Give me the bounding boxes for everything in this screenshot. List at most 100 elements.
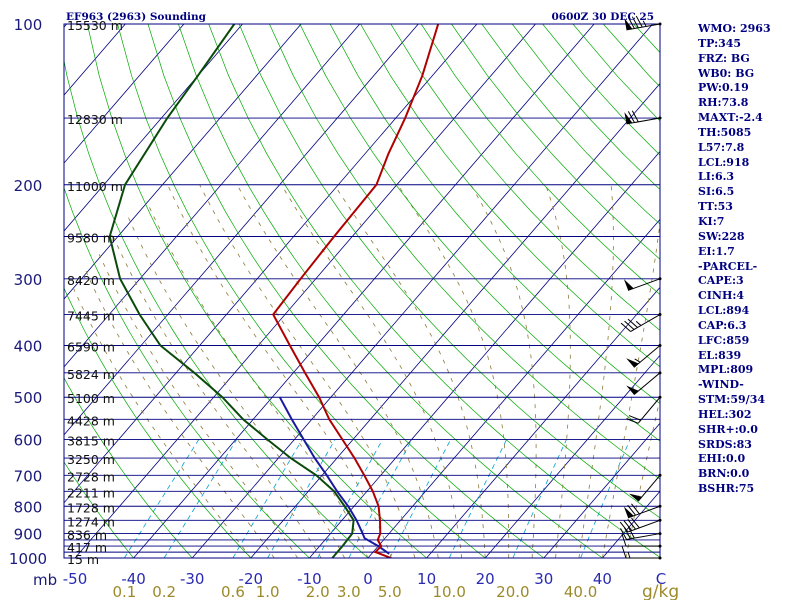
height-label: 9580 m [67,230,115,245]
stat-item: WB0: BG [698,66,755,80]
moist-adiabat-line [602,220,660,558]
temperature-tick-label: 10 [417,570,436,588]
wind-barb [620,526,662,540]
temperature-tick-label: -50 [63,570,88,588]
moist-adiabat-line [72,286,252,558]
stat-item: TH:5085 [698,125,752,139]
isotherm-line [64,24,478,504]
stat-item: BSHR:75 [698,482,755,496]
temperature-tick-label: -30 [180,570,205,588]
height-label: 15530 m [67,18,123,33]
stat-item: SI:6.5 [698,185,735,199]
height-label: 5100 m [67,391,115,406]
stat-item: RH:73.8 [698,96,749,110]
mixing-ratio-line [232,439,303,558]
moist-adiabat-line [236,184,439,558]
temperature-tick-label: C [656,570,666,588]
mixing-ratio-label: 5.0 [378,583,402,600]
height-label: 5824 m [67,367,115,382]
height-label: 12830 m [67,112,123,127]
height-label: 1274 m [67,514,115,529]
stat-item: EHI:0.0 [698,452,746,466]
moist-adiabat-line [167,184,392,558]
stat-item: SRDS:83 [698,437,752,451]
stat-item: WMO: 2963 [698,22,771,35]
pressure-label: 100 [14,16,43,34]
stat-item: CINH:4 [698,289,745,303]
isotherm-line [426,286,660,558]
pressure-unit-label: mb [33,571,57,589]
wind-barb [626,344,662,368]
stat-item: -WIND- [698,378,744,392]
stat-item: LCL:918 [698,155,750,169]
mixing-ratio-line [267,439,336,558]
moist-adiabat-line [470,184,537,558]
height-label: 15 m [67,552,99,567]
wind-barb [623,503,662,519]
isotherm-line [309,150,660,558]
stat-item: LFC:859 [698,333,750,347]
moist-adiabat-line [98,254,299,558]
wind-barb [626,395,662,424]
height-label: 6590 m [67,340,115,355]
stat-item: EI:1.7 [698,244,735,258]
stat-item: CAP:6.3 [698,318,747,332]
stats-panel: WMO: 2963 TP:345 FRZ: BG WB0: BG PW:0.19 RH:7… [698,22,798,497]
pressure-label: 400 [14,338,43,356]
isotherm-line [250,82,660,558]
mixing-ratio-label: 0.1 [112,583,136,600]
pressure-label: 500 [14,389,43,407]
wind-barb [621,533,662,548]
height-label: 7445 m [67,309,115,324]
mixing-ratio-label: 3.0 [337,583,361,600]
stat-item: FRZ: BG [698,51,750,65]
moist-adiabat-line [397,184,510,558]
wind-barb [621,545,662,560]
temperature-tick-label: 40 [593,570,612,588]
temperature-tick-label: -10 [297,570,322,588]
chart-title: EF963 (2963) Sounding [66,11,207,23]
height-label: 3250 m [67,452,115,467]
stat-item: MPL:809 [698,363,754,377]
stat-item: SHR+:0.0 [698,422,758,436]
pressure-label: 300 [14,271,43,289]
moist-adiabat-line [112,236,322,558]
wind-barb [624,15,662,31]
stat-item: CAPE:3 [698,274,744,288]
dewpoint-profile-line [108,24,355,558]
isotherm-line [64,24,361,368]
stat-item: HEL:302 [698,407,752,421]
stat-item: KI:7 [698,214,725,228]
stat-item: PW:0.19 [698,81,749,95]
temperature-tick-label: 0 [363,570,373,588]
height-label: 11000 m [67,179,123,194]
mixing-ratio-label: 20.0 [496,583,529,600]
height-label: 2728 m [67,469,115,484]
height-label: 8420 m [67,273,115,288]
temperature-tick-label: 20 [476,570,495,588]
temperature-tick-label: -40 [121,570,146,588]
temperature-tick-label: 30 [534,570,553,588]
isotherm-line [64,24,419,436]
wind-barb [619,517,662,533]
moist-adiabat-line [199,184,416,558]
isotherm-line [64,24,302,300]
isotherm-line [191,24,654,558]
height-label: 1728 m [67,500,115,515]
parcel-path-line [278,396,390,555]
stat-item: BRN:0.0 [698,467,750,481]
height-label: 836 m [67,528,107,543]
moist-adiabat-line [578,184,614,558]
temperature-profile-line [272,24,440,558]
height-label: 2211 m [67,485,115,500]
isotherm-line [64,24,185,164]
stat-item: LI:6.3 [698,170,735,184]
dry-adiabat-line [147,24,545,558]
isotherm-line [64,24,243,232]
mixing-ratio-label: 40.0 [564,583,597,600]
stat-item: TT:53 [698,200,733,214]
dry-adiabat-line [117,24,486,558]
height-label: 417 m [67,540,107,555]
isotherm-line [0,24,8,558]
